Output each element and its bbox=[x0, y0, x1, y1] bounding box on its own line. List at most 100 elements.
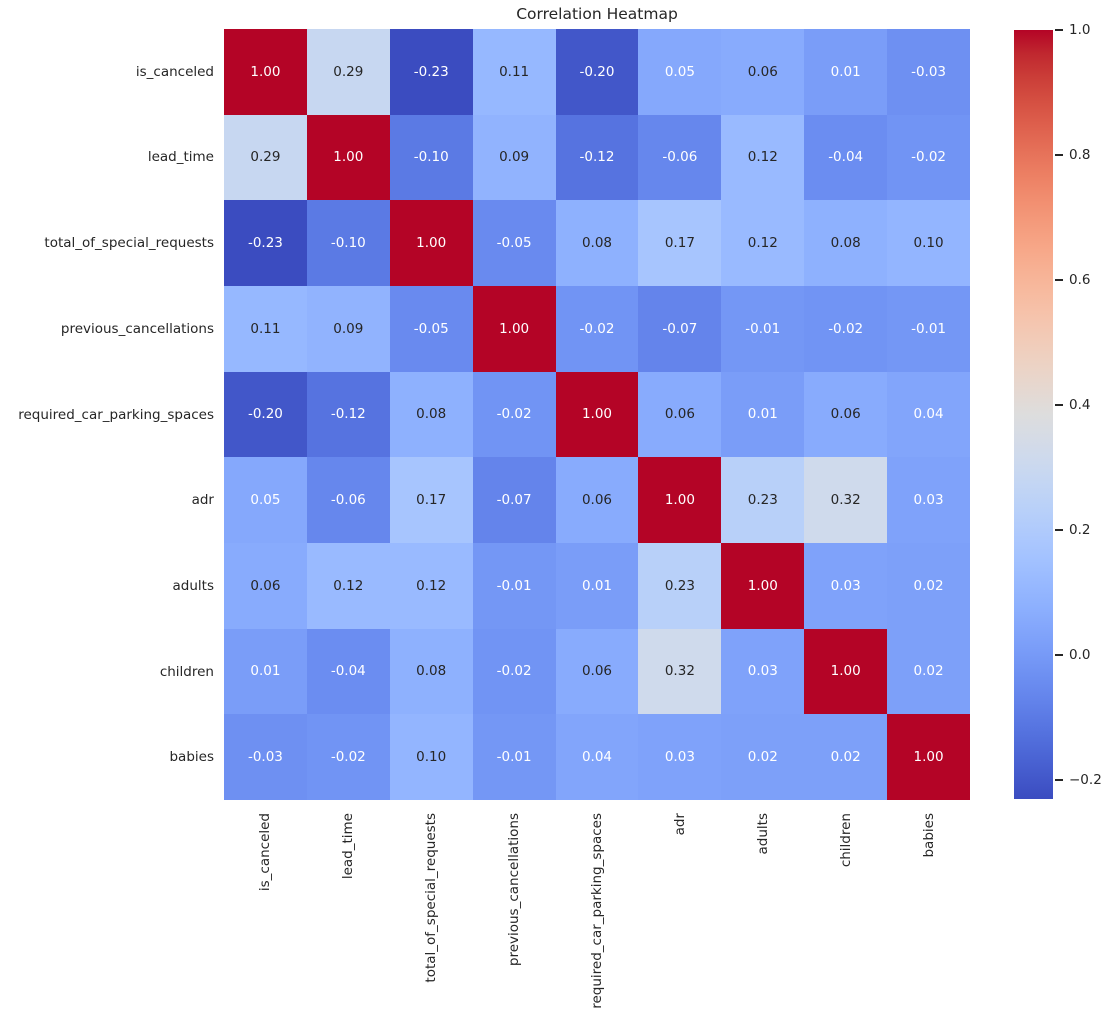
heatmap-cell: 0.08 bbox=[804, 200, 888, 286]
heatmap-cell: 0.29 bbox=[306, 29, 390, 115]
heatmap-cell: 0.10 bbox=[887, 200, 970, 286]
y-axis-label: total_of_special_requests bbox=[44, 235, 214, 252]
heatmap-cell: 0.01 bbox=[555, 542, 639, 629]
y-axis-label: is_canceled bbox=[135, 63, 214, 80]
heatmap-cell: -0.20 bbox=[555, 29, 639, 115]
heatmap-cell: 1.00 bbox=[721, 542, 805, 629]
colorbar-tick bbox=[1055, 404, 1063, 407]
heatmap-cell: 1.00 bbox=[306, 114, 390, 201]
heatmap-cell: 0.01 bbox=[804, 29, 888, 115]
x-axis-label: children bbox=[837, 813, 854, 868]
colorbar-tick-label: 0.0 bbox=[1069, 647, 1091, 664]
x-axis-label: is_canceled bbox=[257, 813, 274, 892]
heatmap-cell: -0.07 bbox=[638, 285, 722, 372]
heatmap-cell: -0.05 bbox=[472, 200, 556, 286]
colorbar-tick-label: 0.4 bbox=[1069, 397, 1091, 414]
heatmap-cell: -0.04 bbox=[306, 628, 390, 715]
heatmap-cell: 0.12 bbox=[389, 542, 473, 629]
colorbar-tick bbox=[1055, 279, 1063, 282]
heatmap-cell: -0.23 bbox=[224, 200, 307, 286]
heatmap-cell: 0.03 bbox=[638, 714, 722, 800]
heatmap-cell: -0.02 bbox=[887, 114, 970, 201]
heatmap-cell: 0.02 bbox=[887, 542, 970, 629]
heatmap-cell: -0.23 bbox=[389, 29, 473, 115]
heatmap-cell: 0.23 bbox=[638, 542, 722, 629]
heatmap-cell: -0.10 bbox=[389, 114, 473, 201]
x-axis-label: required_car_parking_spaces bbox=[589, 813, 605, 1009]
heatmap-cell: 0.32 bbox=[804, 457, 888, 543]
heatmap-cell: -0.02 bbox=[472, 628, 556, 715]
y-axis-label: adults bbox=[172, 577, 214, 594]
x-axis-label: lead_time bbox=[340, 813, 357, 880]
heatmap-cell: 0.12 bbox=[721, 200, 805, 286]
colorbar-tick-label: −0.2 bbox=[1069, 772, 1102, 789]
heatmap-cell: -0.12 bbox=[306, 371, 390, 458]
heatmap-cell: 0.02 bbox=[804, 714, 888, 800]
heatmap-cell: 1.00 bbox=[224, 29, 307, 115]
heatmap-cell: 1.00 bbox=[638, 457, 722, 543]
heatmap-cell: 0.02 bbox=[887, 628, 970, 715]
heatmap-cell: -0.02 bbox=[804, 285, 888, 372]
heatmap-cell: -0.01 bbox=[887, 285, 970, 372]
heatmap-cell: 0.06 bbox=[721, 29, 805, 115]
heatmap-cell: -0.01 bbox=[721, 285, 805, 372]
heatmap-cell: -0.03 bbox=[887, 29, 970, 115]
heatmap-cell: -0.07 bbox=[472, 457, 556, 543]
heatmap-cell: 0.23 bbox=[721, 457, 805, 543]
heatmap-cell: 0.03 bbox=[804, 542, 888, 629]
heatmap-cell: 0.10 bbox=[389, 714, 473, 800]
heatmap-cell: 0.08 bbox=[389, 628, 473, 715]
heatmap-cell: 0.05 bbox=[638, 29, 722, 115]
heatmap-cell: 0.03 bbox=[887, 457, 970, 543]
heatmap-cell: 0.01 bbox=[224, 628, 307, 715]
heatmap-cell: 0.04 bbox=[887, 371, 970, 458]
heatmap-cell: 0.02 bbox=[721, 714, 805, 800]
heatmap-cell: 0.06 bbox=[555, 457, 639, 543]
x-axis-label: previous_cancellations bbox=[506, 813, 523, 967]
heatmap-cell: 0.05 bbox=[224, 457, 307, 543]
heatmap-cell: -0.02 bbox=[555, 285, 639, 372]
heatmap-cell: 0.06 bbox=[638, 371, 722, 458]
heatmap-cell: 0.29 bbox=[224, 114, 307, 201]
heatmap-cell: 0.08 bbox=[555, 200, 639, 286]
y-axis-label: previous_cancellations bbox=[60, 320, 214, 337]
heatmap-cell: -0.20 bbox=[224, 371, 307, 458]
heatmap-cell: -0.02 bbox=[472, 371, 556, 458]
heatmap-cell: -0.10 bbox=[306, 200, 390, 286]
heatmap-grid: 1.00 0.29 -0.23 0.11 -0.20 0.05 0.06 0.01 -0.03 0… bbox=[224, 29, 970, 800]
heatmap-cell: 0.32 bbox=[638, 628, 722, 715]
heatmap-cell: 0.06 bbox=[804, 371, 888, 458]
heatmap-cell: -0.05 bbox=[389, 285, 473, 372]
heatmap-cell: 0.12 bbox=[306, 542, 390, 629]
heatmap-cell: 1.00 bbox=[472, 285, 556, 372]
y-axis-label: adr bbox=[191, 492, 214, 509]
colorbar-tick-label: 0.2 bbox=[1069, 522, 1091, 539]
colorbar-tick bbox=[1055, 654, 1063, 657]
y-axis-label: required_car_parking_spaces bbox=[18, 406, 214, 423]
heatmap-cell: 0.03 bbox=[721, 628, 805, 715]
heatmap-cell: -0.03 bbox=[224, 714, 307, 800]
colorbar-tick bbox=[1055, 154, 1063, 157]
chart-title: Correlation Heatmap bbox=[516, 5, 678, 23]
heatmap-cell: 0.04 bbox=[555, 714, 639, 800]
heatmap-cell: 0.01 bbox=[721, 371, 805, 458]
heatmap-cell: 0.17 bbox=[389, 457, 473, 543]
x-axis-label: total_of_special_requests bbox=[423, 813, 440, 983]
heatmap-cell: 0.11 bbox=[224, 285, 307, 372]
heatmap-cell: 0.09 bbox=[472, 114, 556, 201]
x-axis-label: adults bbox=[754, 813, 771, 855]
heatmap-cell: 0.09 bbox=[306, 285, 390, 372]
colorbar-ticks: 1.0 0.8 0.6 0.4 0.2 0.0 −0.2 bbox=[1053, 22, 1107, 799]
colorbar-tick bbox=[1055, 529, 1063, 532]
colorbar-tick bbox=[1055, 29, 1063, 31]
colorbar-tick bbox=[1055, 779, 1063, 782]
heatmap-cell: -0.02 bbox=[306, 714, 390, 800]
heatmap-cell: -0.04 bbox=[804, 114, 888, 201]
y-axis-label: children bbox=[159, 663, 214, 680]
heatmap-cell: 1.00 bbox=[887, 714, 970, 800]
x-axis-label: babies bbox=[920, 813, 937, 858]
heatmap-cell: -0.01 bbox=[472, 542, 556, 629]
colorbar-gradient bbox=[1014, 30, 1053, 799]
heatmap-cell: 0.06 bbox=[555, 628, 639, 715]
